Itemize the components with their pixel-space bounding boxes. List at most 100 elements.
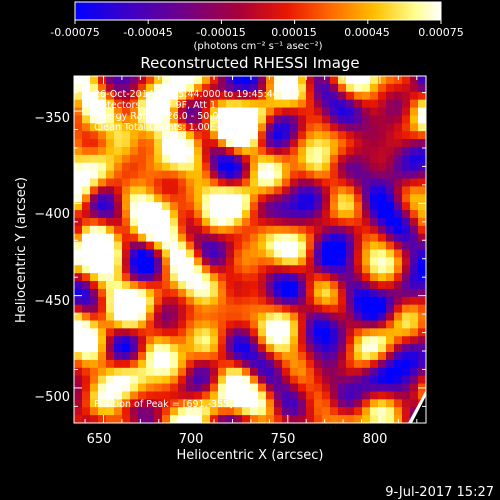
heatmap-cell (322, 383, 331, 393)
heatmap-cell (242, 352, 251, 361)
heatmap-cell (250, 217, 259, 227)
heatmap-cell (98, 225, 107, 235)
heatmap-cell (282, 131, 291, 140)
heatmap-cell (226, 312, 235, 322)
heatmap-cell (354, 107, 363, 117)
heatmap-cell (194, 139, 203, 148)
heatmap-cell (114, 328, 123, 337)
heatmap-cell (330, 336, 339, 345)
heatmap-cell (338, 217, 347, 227)
heatmap-cell (386, 336, 395, 345)
heatmap-cell (306, 91, 315, 101)
heatmap-cell (378, 139, 387, 148)
heatmap-cell (146, 225, 155, 235)
heatmap-cell (154, 170, 163, 180)
heatmap-cell (98, 288, 107, 298)
heatmap-cell (402, 76, 411, 85)
heatmap-cell (274, 170, 283, 180)
heatmap-cell (130, 320, 139, 329)
heatmap-cell (194, 273, 203, 282)
heatmap-cell (410, 115, 419, 124)
heatmap-cell (194, 257, 203, 266)
heatmap-cell (98, 344, 107, 353)
heatmap-cell (250, 304, 259, 314)
heatmap-cell (402, 359, 411, 369)
heatmap-cell (266, 202, 275, 211)
heatmap-cell (162, 344, 171, 353)
heatmap-cell (282, 217, 291, 227)
heatmap-cell (250, 123, 259, 132)
heatmap-cell (218, 76, 227, 85)
heatmap-cell (322, 233, 331, 243)
heatmap-cell (122, 352, 131, 361)
heatmap-cell (258, 131, 267, 140)
heatmap-cell (274, 233, 283, 243)
heatmap-cell (194, 328, 203, 337)
heatmap-cell (386, 367, 395, 377)
heatmap-cell (122, 186, 131, 195)
heatmap-cell (386, 265, 395, 274)
heatmap-cell (82, 99, 91, 109)
heatmap-cell (90, 210, 99, 219)
heatmap-cell (130, 336, 139, 345)
heatmap-cell (386, 320, 395, 329)
heatmap-cell (218, 415, 227, 423)
heatmap-cell (186, 107, 195, 117)
heatmap-cell (362, 146, 371, 156)
heatmap-cell (394, 288, 403, 298)
heatmap-cell (282, 359, 291, 369)
heatmap-cell (394, 202, 403, 211)
heatmap-cell (202, 107, 211, 117)
heatmap-cell (402, 91, 411, 101)
heatmap-cell (98, 367, 107, 377)
heatmap-cell (106, 265, 115, 274)
heatmap-cell (282, 415, 291, 423)
heatmap-cell (234, 131, 243, 140)
heatmap-cell (370, 99, 379, 109)
heatmap-cell (362, 415, 371, 423)
heatmap-cell (242, 178, 251, 188)
heatmap-cell (170, 162, 179, 172)
y-tick-label: −500 (34, 390, 70, 405)
heatmap-cell (290, 352, 299, 361)
heatmap-cell (338, 162, 347, 172)
heatmap-cell (218, 210, 227, 219)
heatmap-cell (226, 139, 235, 148)
heatmap-cell (250, 288, 259, 298)
heatmap-cell (98, 328, 107, 337)
heatmap-cell (154, 107, 163, 117)
heatmap-cell (146, 391, 155, 400)
heatmap-cell (330, 265, 339, 274)
heatmap-cell (298, 375, 307, 385)
heatmap-cell (122, 281, 131, 290)
heatmap-cell (122, 210, 131, 219)
heatmap-cell (298, 217, 307, 227)
heatmap-cell (330, 107, 339, 117)
heatmap-cell (218, 336, 227, 345)
heatmap-cell (386, 178, 395, 188)
footer-date: 9-Jul-2017 15:27 (385, 485, 494, 500)
heatmap-cell (90, 265, 99, 274)
heatmap-cell (90, 99, 99, 109)
heatmap-cell (82, 383, 91, 393)
heatmap-cell (298, 162, 307, 172)
heatmap-cell (162, 257, 171, 266)
heatmap-cell (410, 312, 419, 322)
heatmap-cell (306, 99, 315, 109)
heatmap-cell (258, 83, 267, 93)
heatmap-cell (210, 399, 219, 408)
heatmap-cell (394, 217, 403, 227)
heatmap-cell (378, 320, 387, 329)
heatmap-cell (210, 375, 219, 385)
heatmap-cell (370, 399, 379, 408)
heatmap-cell (346, 391, 355, 400)
heatmap-cell (298, 391, 307, 400)
heatmap-cell (370, 162, 379, 172)
heatmap-cell (178, 115, 187, 124)
heatmap-cell (154, 328, 163, 337)
heatmap-cell (186, 186, 195, 195)
heatmap-cell (394, 194, 403, 203)
heatmap-cell (362, 352, 371, 361)
heatmap-cell (122, 131, 131, 140)
heatmap-cell (114, 123, 123, 132)
